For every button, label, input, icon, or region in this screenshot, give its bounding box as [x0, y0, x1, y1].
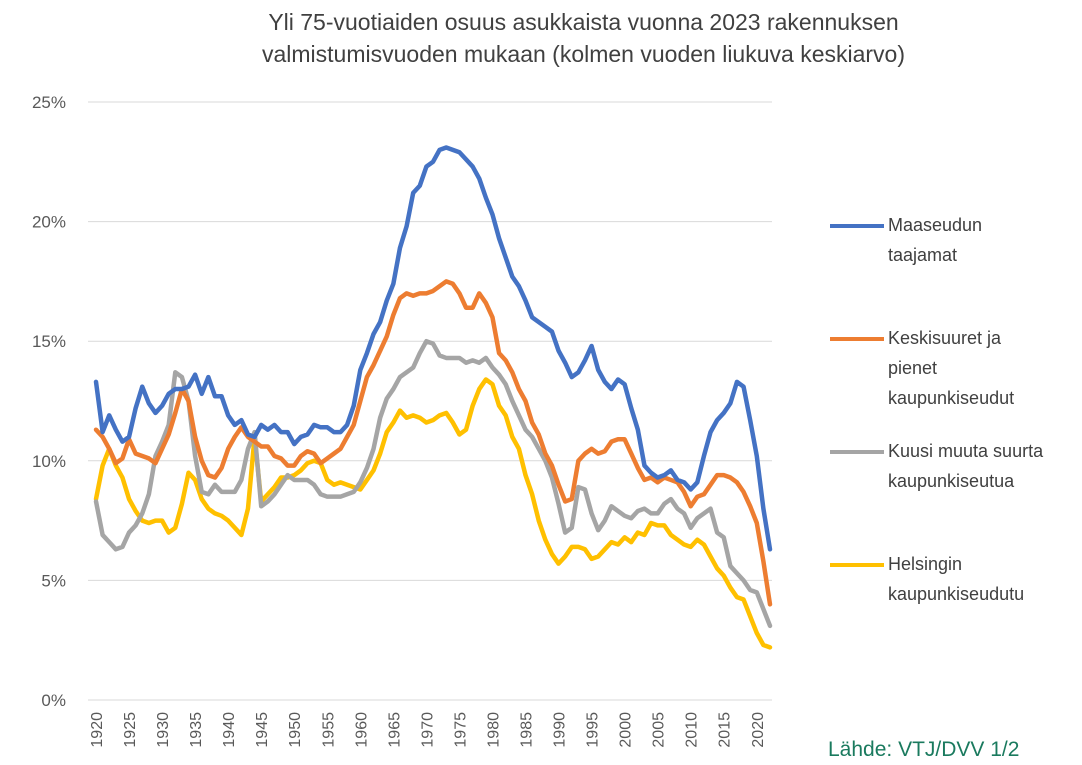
- chart-title: Yli 75-vuotiaiden osuus asukkaista vuonn…: [0, 6, 1082, 70]
- x-tick-label: 1925: [122, 712, 139, 748]
- x-tick-label: 1960: [353, 712, 370, 748]
- source-note: Lähde: VTJ/DVV 1/2: [828, 738, 1020, 761]
- series-line: [93, 377, 773, 650]
- x-tick-label: 1990: [552, 712, 569, 748]
- x-tick-label: 1935: [188, 712, 205, 748]
- x-tick-label: 1970: [419, 712, 436, 748]
- legend-label: Keskisuuret ja pienet kaupunkiseudut: [888, 328, 1015, 408]
- series-line: [93, 279, 773, 607]
- x-tick-label: 2000: [618, 712, 635, 748]
- y-tick-label: 0%: [41, 691, 66, 710]
- legend-entry: Maaseudun taajamat: [830, 210, 1070, 323]
- x-tick-label: 1940: [221, 712, 238, 748]
- legend: Maaseudun taajamat Keskisuuret ja pienet …: [830, 210, 1070, 662]
- legend-label: Maaseudun taajamat: [888, 215, 983, 265]
- y-tick-label: 15%: [32, 332, 66, 351]
- y-tick-label: 25%: [32, 93, 66, 112]
- legend-label: Kuusi muuta suurta kaupunkiseutua: [888, 441, 1044, 491]
- x-tick-label: 2015: [717, 712, 734, 748]
- title-line: valmistumisvuoden mukaan (kolmen vuoden …: [261, 41, 905, 67]
- x-tick-label: 2005: [651, 712, 668, 748]
- legend-swatch: [830, 337, 884, 341]
- series-line: [93, 338, 773, 629]
- x-tick-label: 2010: [684, 712, 701, 748]
- y-tick-label: 20%: [32, 213, 66, 232]
- series-line: [93, 145, 773, 552]
- x-tick-label: 1975: [452, 712, 469, 748]
- x-tick-label: 1950: [287, 712, 304, 748]
- x-tick-label: 1985: [519, 712, 536, 748]
- x-tick-label: 1995: [585, 712, 602, 748]
- x-tick-label: 1945: [254, 712, 271, 748]
- x-tick-label: 2020: [750, 712, 767, 748]
- y-tick-label: 5%: [41, 571, 66, 590]
- x-tick-label: 1930: [155, 712, 172, 748]
- legend-entry: Keskisuuret ja pienet kaupunkiseudut: [830, 323, 1070, 436]
- legend-entry: Helsingin kaupunkiseudutu: [830, 549, 1070, 662]
- legend-entry: Kuusi muuta suurta kaupunkiseutua: [830, 436, 1070, 549]
- x-tick-label: 1980: [485, 712, 502, 748]
- legend-swatch: [830, 224, 884, 228]
- legend-swatch: [830, 450, 884, 454]
- y-tick-label: 10%: [32, 452, 66, 471]
- x-tick-label: 1965: [386, 712, 403, 748]
- x-tick-label: 1955: [320, 712, 337, 748]
- legend-label: Helsingin kaupunkiseudutu: [888, 554, 1025, 604]
- title-line: Yli 75-vuotiaiden osuus asukkaista vuonn…: [268, 9, 899, 35]
- legend-swatch: [830, 563, 884, 567]
- x-tick-label: 1920: [89, 712, 106, 748]
